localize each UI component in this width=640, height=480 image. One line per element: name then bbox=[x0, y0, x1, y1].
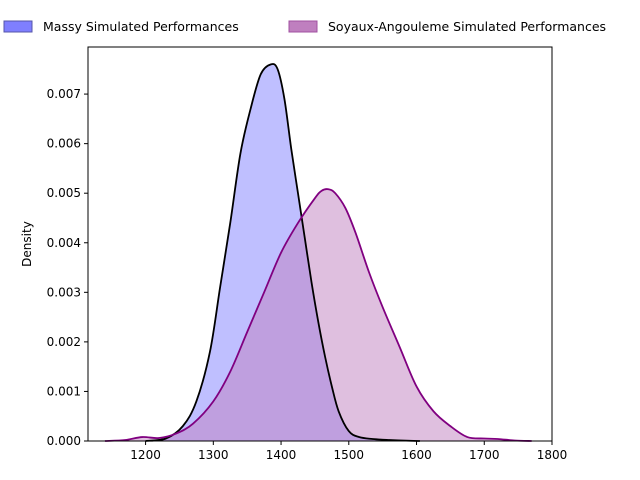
legend-label-1: Soyaux-Angouleme Simulated Performances bbox=[328, 19, 606, 34]
legend-swatch-0 bbox=[3, 20, 33, 33]
plot-areas bbox=[104, 63, 532, 442]
x-tick-label: 1700 bbox=[469, 448, 500, 462]
y-tick-label: 0.005 bbox=[47, 186, 81, 200]
series-line-1 bbox=[104, 188, 532, 442]
x-tick-label: 1300 bbox=[198, 448, 229, 462]
x-tick-label: 1200 bbox=[130, 448, 161, 462]
y-tick-label: 0.007 bbox=[47, 87, 81, 101]
y-axis: 0.000 0.001 0.002 0.003 0.004 0.005 0.006 0.007 bbox=[47, 87, 88, 448]
series-line-0 bbox=[145, 63, 420, 442]
y-tick-label: 0.002 bbox=[47, 335, 81, 349]
x-tick-label: 1600 bbox=[401, 448, 432, 462]
x-tick-label: 1500 bbox=[334, 448, 365, 462]
x-tick-label: 1800 bbox=[537, 448, 568, 462]
y-tick-label: 0.006 bbox=[47, 137, 81, 151]
y-tick-label: 0.000 bbox=[47, 434, 81, 448]
x-tick-label: 1400 bbox=[266, 448, 297, 462]
series-area-1 bbox=[104, 189, 532, 441]
y-tick-label: 0.003 bbox=[47, 285, 81, 299]
x-axis: 1200 1300 1400 1500 1600 1700 1800 bbox=[130, 441, 567, 462]
legend-swatch-1 bbox=[288, 20, 318, 33]
y-tick-label: 0.004 bbox=[47, 236, 81, 250]
legend-label-0: Massy Simulated Performances bbox=[43, 19, 239, 34]
y-tick-label: 0.001 bbox=[47, 384, 81, 398]
axes-frame bbox=[87, 46, 553, 442]
y-axis-label: Density bbox=[20, 221, 34, 267]
legend: Massy Simulated Performances Soyaux-Angou… bbox=[3, 19, 606, 34]
plot-frame bbox=[87, 46, 553, 442]
